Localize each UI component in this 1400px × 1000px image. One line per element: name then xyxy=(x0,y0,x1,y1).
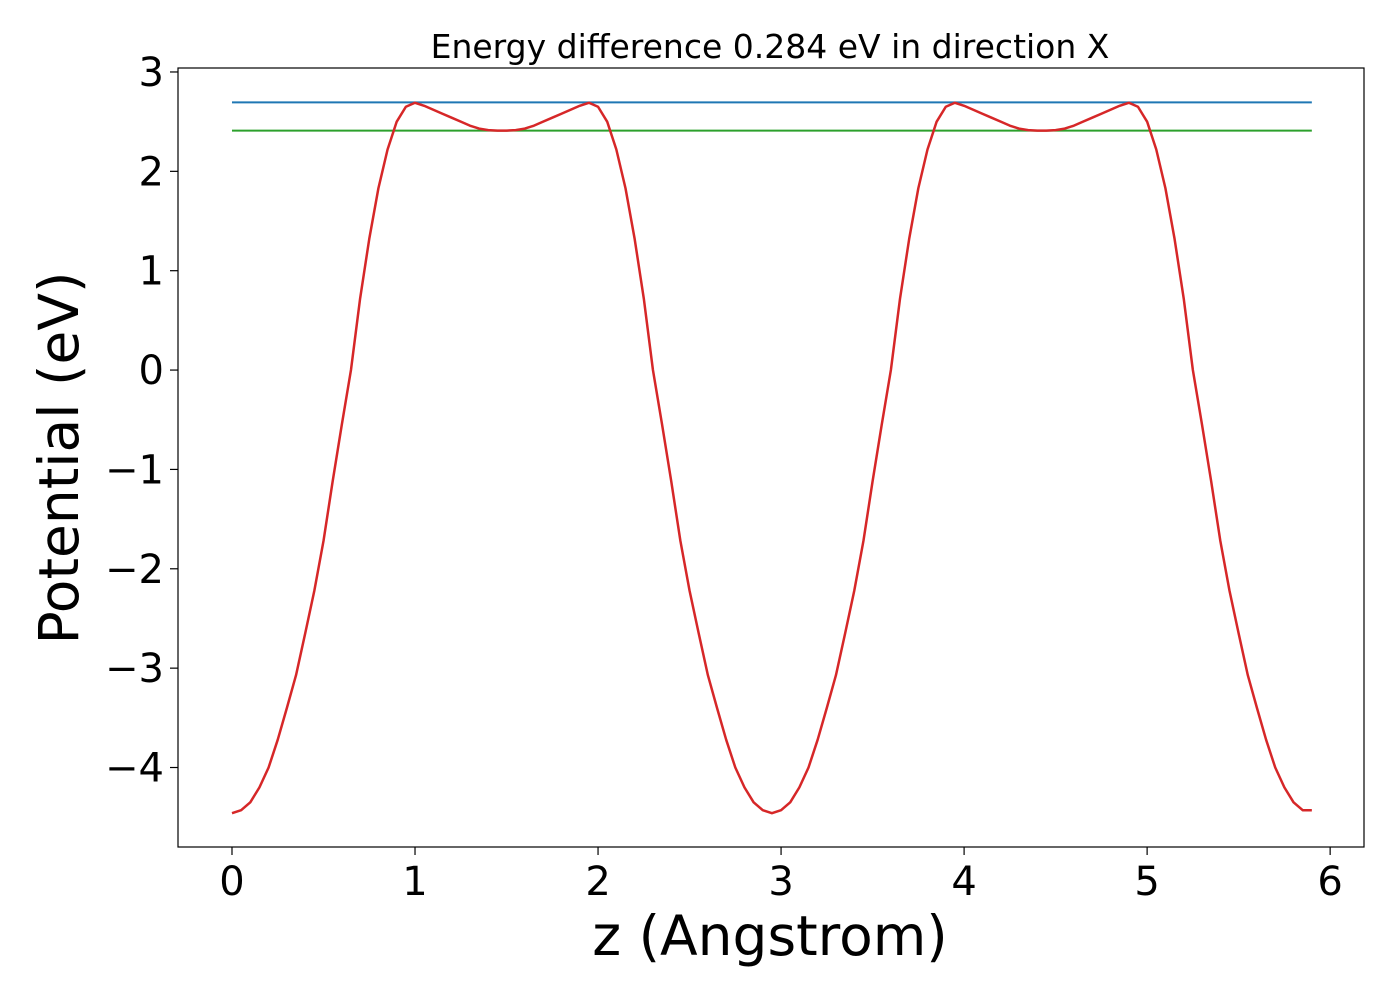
x-axis-label: z (Angstrom) xyxy=(592,904,948,968)
y-tick-label: 2 xyxy=(139,149,164,195)
y-tick-label: 3 xyxy=(139,50,164,96)
x-tick-label: 4 xyxy=(951,859,976,905)
chart-title: Energy difference 0.284 eV in direction … xyxy=(431,27,1110,66)
y-tick-label: 0 xyxy=(139,348,164,394)
y-tick-label: −2 xyxy=(105,547,164,593)
y-tick-label: −4 xyxy=(105,746,164,792)
y-tick-label: −3 xyxy=(105,646,164,692)
data-line xyxy=(231,101,1312,815)
x-tick-label: 0 xyxy=(219,859,244,905)
x-tick-label: 2 xyxy=(585,859,610,905)
y-tick-label: −1 xyxy=(105,447,164,493)
y-axis-label: Potential (eV) xyxy=(27,272,91,645)
plot-frame xyxy=(177,67,1365,848)
x-tick-label: 5 xyxy=(1134,859,1159,905)
x-tick-label: 6 xyxy=(1317,859,1342,905)
y-tick-label: 1 xyxy=(139,249,164,295)
x-tick-label: 3 xyxy=(768,859,793,905)
x-tick-label: 1 xyxy=(402,859,427,905)
